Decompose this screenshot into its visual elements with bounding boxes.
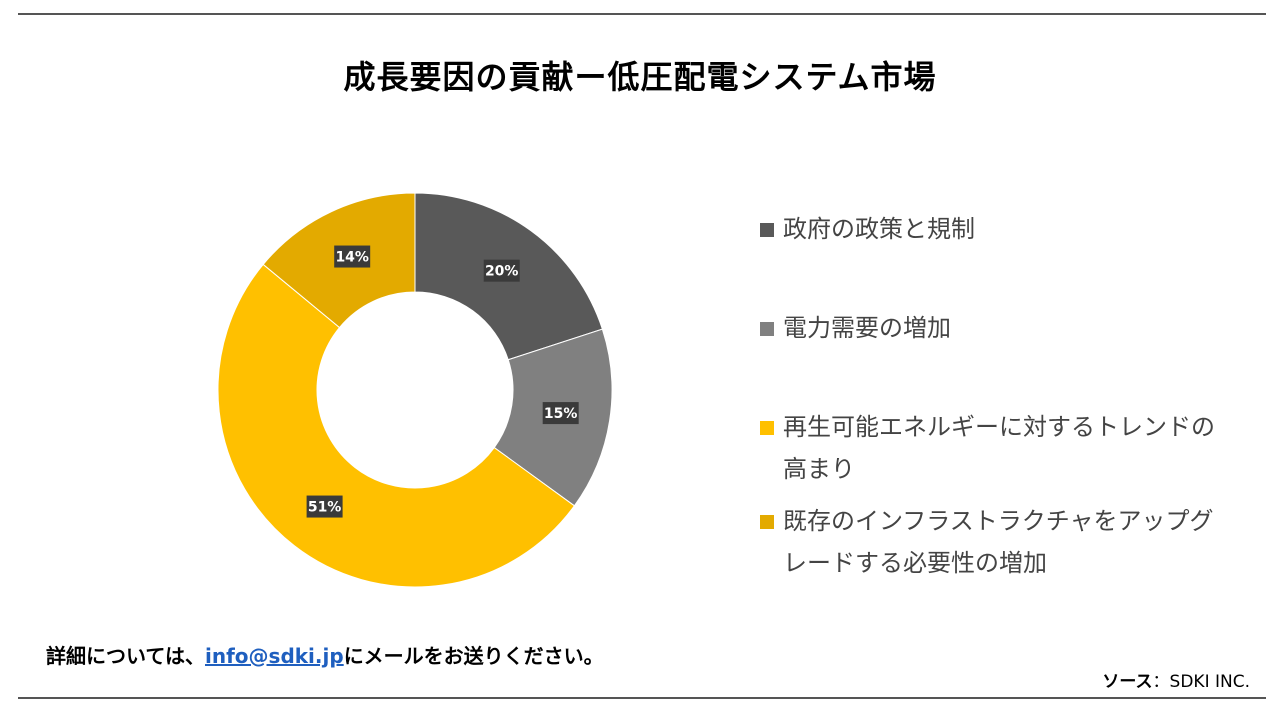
bottom-rule — [18, 697, 1266, 699]
data-label-text-government-policy: 20% — [485, 264, 519, 280]
legend-item-power-demand: 電力需要の増加 — [760, 307, 1230, 349]
contact-note: 詳細については、info@sdki.jpにメールをお送りください。 — [46, 640, 604, 669]
data-label-box-renewable-trend — [306, 495, 343, 518]
legend-label-government-policy: 政府の政策と規制 — [783, 215, 975, 243]
data-label-box-government-policy — [483, 259, 520, 282]
legend-label-infrastructure-upgrade: 既存のインフラストラクチャをアップグレードする必要性の増加 — [783, 507, 1214, 577]
legend-label-renewable-trend: 再生可能エネルギーに対するトレンドの高まり — [783, 413, 1215, 483]
data-label-power-demand: 15% — [542, 402, 579, 425]
data-label-infrastructure-upgrade: 14% — [334, 245, 371, 268]
data-label-text-power-demand: 15% — [544, 406, 578, 422]
data-label-box-infrastructure-upgrade — [334, 245, 371, 268]
source-credit: ソース：SDKI INC. — [1102, 667, 1250, 692]
email-link[interactable]: info@sdki.jp — [205, 644, 344, 668]
source-value: ：SDKI INC. — [1152, 672, 1250, 692]
data-label-text-infrastructure-upgrade: 14% — [335, 250, 369, 266]
donut-chart: 20% 15% 51% 14% — [217, 192, 613, 588]
legend-swatch-infrastructure-upgrade — [760, 515, 774, 529]
chart-legend: 政府の政策と規制 電力需要の増加 再生可能エネルギーに対するトレンドの高まり 既… — [760, 208, 1230, 598]
legend-item-government-policy: 政府の政策と規制 — [760, 208, 1230, 250]
top-rule — [18, 13, 1266, 15]
data-label-government-policy: 20% — [483, 259, 520, 282]
legend-swatch-renewable-trend — [760, 421, 774, 435]
contact-note-prefix: 詳細については、 — [46, 644, 205, 668]
chart-title: 成長要因の貢献ー低圧配電システム市場 — [343, 58, 937, 96]
source-label: ソース — [1102, 672, 1153, 692]
data-label-text-renewable-trend: 51% — [308, 500, 342, 516]
contact-note-suffix: にメールをお送りください。 — [343, 644, 604, 668]
legend-item-infrastructure-upgrade: 既存のインフラストラクチャをアップグレードする必要性の増加 — [760, 500, 1230, 584]
data-label-renewable-trend: 51% — [306, 495, 343, 518]
data-label-box-power-demand — [542, 402, 579, 425]
legend-swatch-power-demand — [760, 322, 774, 336]
legend-item-renewable-trend: 再生可能エネルギーに対するトレンドの高まり — [760, 406, 1230, 490]
legend-swatch-government-policy — [760, 223, 774, 237]
legend-label-power-demand: 電力需要の増加 — [783, 314, 951, 342]
